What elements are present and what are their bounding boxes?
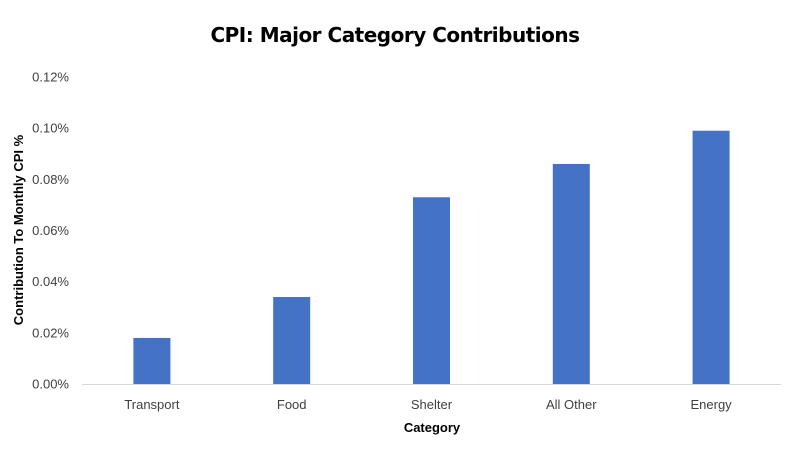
bar-food xyxy=(273,297,311,384)
bar-transport xyxy=(133,337,171,384)
chart-title: CPI: Major Category Contributions xyxy=(210,23,579,47)
y-tick-labels: 0.00% 0.02% 0.04% 0.06% 0.08% 0.10% 0.12% xyxy=(32,70,69,392)
x-tick-label: Transport xyxy=(124,397,180,412)
x-tick-labels: Transport Food Shelter All Other Energy xyxy=(124,397,732,412)
y-tick-label: 0.10% xyxy=(32,121,69,136)
x-tick-label: Food xyxy=(277,397,307,412)
y-tick-label: 0.06% xyxy=(32,223,69,238)
y-tick-label: 0.02% xyxy=(32,325,69,340)
bar-series xyxy=(133,130,730,384)
y-tick-label: 0.08% xyxy=(32,172,69,187)
bar-shelter xyxy=(413,197,450,384)
bar-energy xyxy=(692,130,730,384)
x-tick-label: Energy xyxy=(690,397,732,412)
x-axis-label: Category xyxy=(404,420,461,435)
bar-all-other xyxy=(552,163,590,384)
x-tick-label: All Other xyxy=(546,397,597,412)
x-tick-label: Shelter xyxy=(411,397,453,412)
y-axis-label: Contribution To Monthly CPI % xyxy=(11,134,26,325)
y-tick-label: 0.00% xyxy=(32,377,69,392)
y-tick-label: 0.04% xyxy=(32,274,69,289)
y-tick-label: 0.12% xyxy=(32,70,69,85)
